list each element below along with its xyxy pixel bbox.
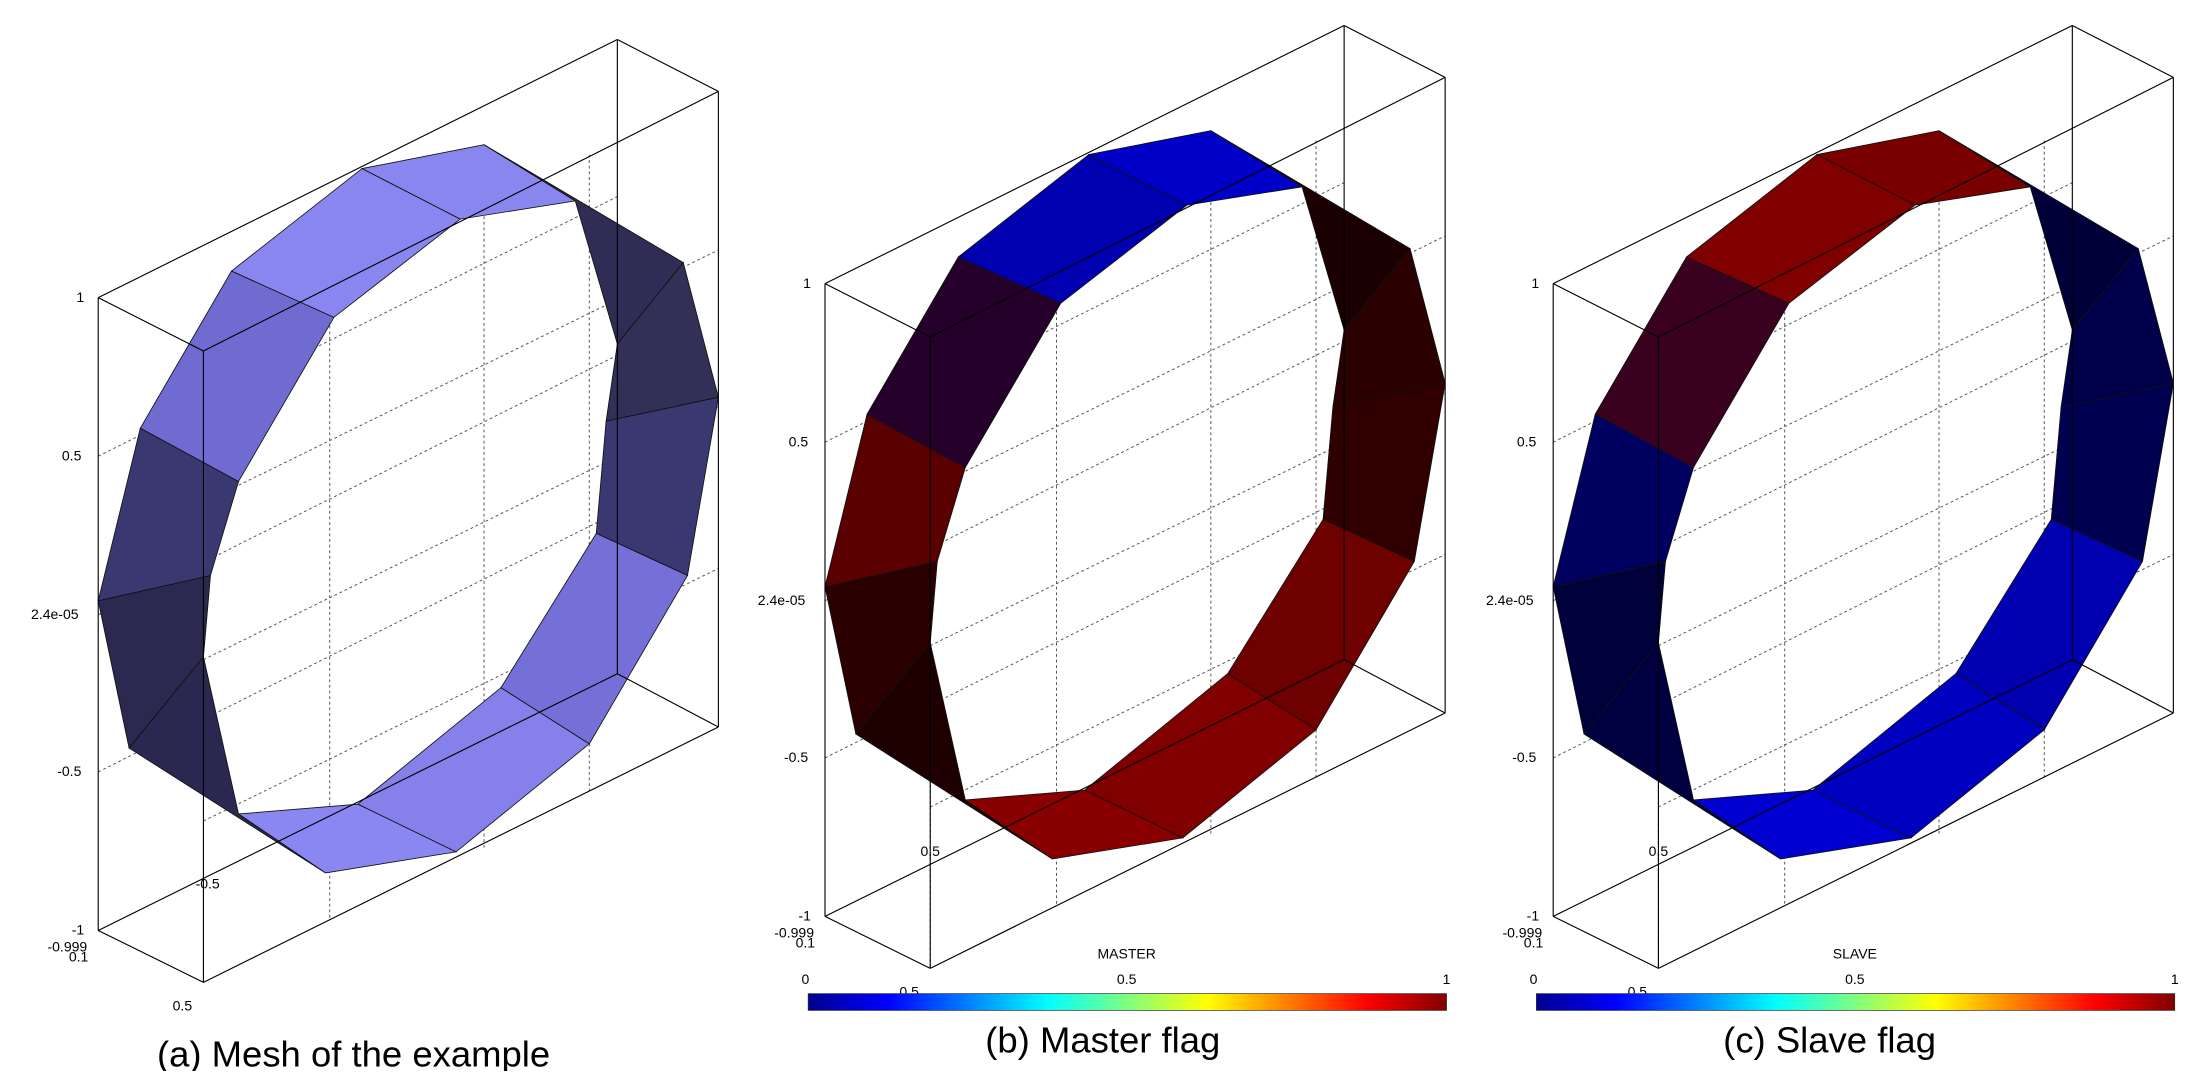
axis-tick-label: -0.999 — [774, 924, 814, 940]
axis-tick-label: 1 — [803, 275, 811, 291]
box-edge — [617, 673, 719, 728]
caption: (b) Master flag — [985, 1020, 1220, 1061]
axis-tick-label: 0.5 — [173, 997, 193, 1013]
axis-tick-label: 0.5 — [62, 447, 82, 463]
box-edge — [203, 90, 719, 352]
axis-tick-label: -1 — [1527, 908, 1540, 924]
box-edge — [97, 297, 204, 352]
axis-tick-label: 0.1 — [69, 948, 89, 964]
colorbar-tick-label: 0 — [1530, 971, 1538, 987]
axis-tick-label: 0.5 — [920, 843, 940, 859]
colorbar-tick-label: 0 — [801, 971, 809, 987]
axis-tick-label: -1 — [72, 922, 85, 938]
caption: (a) Mesh of the example — [157, 1034, 550, 1071]
box-edge — [824, 915, 931, 969]
axis-tick-label: -0.5 — [784, 749, 808, 765]
axis-tick-label: -0.5 — [196, 875, 220, 891]
box-edge — [1552, 659, 2073, 917]
axis-tick-label: -0.5 — [1512, 749, 1536, 765]
box-edge — [824, 659, 1345, 917]
box-edge — [929, 76, 1446, 338]
box-edge — [97, 39, 618, 299]
box-edge — [97, 673, 618, 931]
box-edge — [929, 712, 1446, 969]
colorbar — [807, 993, 1447, 1011]
axis-tick-label: 0.5 — [789, 433, 809, 449]
axis-tick-label: -0.999 — [1502, 924, 1542, 940]
axis-tick-label: 2.4e-05 — [31, 606, 79, 622]
box-edge — [2072, 659, 2174, 714]
axis-tick-label: 2.4e-05 — [1486, 592, 1534, 608]
colorbar-title: MASTER — [1097, 946, 1155, 962]
axis-tick-label: 0.5 — [1649, 843, 1669, 859]
axis-tick-label: 0.1 — [1524, 934, 1544, 950]
axis-tick-label: -0.999 — [47, 939, 87, 955]
axis-tick-label: 1 — [76, 289, 84, 305]
box-edge — [203, 726, 719, 983]
colorbar — [1536, 993, 2176, 1011]
box-edge — [1552, 24, 2073, 285]
colorbar-tick-label: 0.5 — [1845, 971, 1865, 987]
box-edge — [97, 929, 204, 983]
box-edge — [617, 39, 719, 92]
colorbar-title: SLAVE — [1833, 946, 1877, 962]
axis-tick-label: -0.5 — [57, 763, 81, 779]
axis-tick-label: 0.5 — [1517, 433, 1537, 449]
box-edge — [824, 283, 931, 338]
box-edge — [2072, 24, 2174, 78]
axis-tick-label: -1 — [799, 908, 812, 924]
colorbar-tick-label: 0.5 — [1117, 971, 1137, 987]
box-edge — [824, 24, 1345, 285]
axis-tick-label: 1 — [1531, 275, 1539, 291]
axis-tick-label: 2.4e-05 — [758, 592, 806, 608]
box-edge — [1658, 76, 2174, 338]
axis-tick-label: 0.1 — [796, 934, 816, 950]
caption: (c) Slave flag — [1723, 1020, 1936, 1061]
box-edge — [1552, 283, 1659, 338]
box-edge — [1658, 712, 2174, 969]
box-edge — [1343, 659, 1446, 714]
colorbar-tick-label: 1 — [2171, 971, 2179, 987]
box-edge — [1343, 24, 1446, 78]
box-edge — [1552, 915, 1659, 969]
colorbar-tick-label: 1 — [1443, 971, 1451, 987]
